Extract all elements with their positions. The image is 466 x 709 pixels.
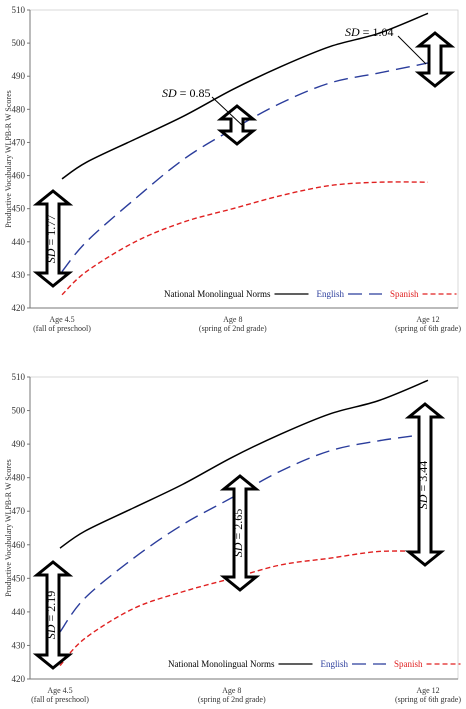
y-axis-label: Productive Vocabulary WLPB-R W Scores xyxy=(4,90,13,227)
sd-arrow-3 xyxy=(414,31,456,88)
x-tick-label: Age 12 xyxy=(416,315,439,324)
sd-value: = 1.04 xyxy=(360,25,394,39)
y-tick-label: 430 xyxy=(12,270,26,280)
y-tick-label: 440 xyxy=(12,607,26,617)
series-line-national-monolingual-norms xyxy=(59,379,429,549)
sd-value: = 0.85 xyxy=(177,86,211,100)
x-tick-sublabel: (fall of preschool) xyxy=(31,695,89,704)
sd-arrow-2 xyxy=(219,474,261,592)
sd-symbol: SD xyxy=(44,248,58,263)
legend: National Monolingual Norms English Spanish xyxy=(164,289,457,299)
x-tick-label: Age 4.5 xyxy=(47,686,72,695)
y-tick-label: 480 xyxy=(12,104,26,114)
chart-panel-2: 420 430 440 450 460 470 480 490 500 510 Productive… xyxy=(4,372,461,704)
x-tick-label: Age 4.5 xyxy=(49,315,74,324)
sd-symbol: SD xyxy=(44,624,58,639)
x-tick-label: Age 8 xyxy=(222,686,241,695)
series-line-english xyxy=(59,433,429,633)
sd-symbol: SD xyxy=(416,494,430,509)
sd-annotation-3: SD = 3.44 xyxy=(416,461,430,509)
sd-symbol: SD xyxy=(345,25,360,39)
y-tick-label: 500 xyxy=(12,406,26,416)
sd-annotation-2: SD = 2.65 xyxy=(231,509,245,557)
legend-label: National Monolingual Norms xyxy=(164,289,271,299)
sd-arrow-2 xyxy=(216,104,258,146)
sd-annotation-3: SD = 1.04 xyxy=(345,25,393,39)
y-tick-label: 470 xyxy=(12,137,26,147)
x-tick-sublabel: (fall of preschool) xyxy=(33,324,91,333)
series-line-english xyxy=(61,62,429,273)
sd-arrow-3 xyxy=(404,402,446,567)
y-tick-label: 510 xyxy=(12,372,26,382)
y-tick-label: 460 xyxy=(12,171,26,181)
y-tick-label: 440 xyxy=(12,237,26,247)
series-line-national-monolingual-norms xyxy=(61,12,429,180)
x-tick-sublabel: (spring of 2nd grade) xyxy=(198,695,266,704)
sd-arrow-1 xyxy=(32,189,74,288)
legend-label: Spanish xyxy=(390,289,419,299)
sd-symbol: SD xyxy=(231,542,245,557)
sd-annotation-1: SD = 1.77 xyxy=(44,215,58,263)
sd-annotation-2: SD = 0.85 xyxy=(162,86,210,100)
annotation-leader xyxy=(211,96,244,127)
x-tick-sublabel: (spring of 6th grade) xyxy=(395,324,461,333)
y-tick-label: 480 xyxy=(12,473,26,483)
legend-label: English xyxy=(321,659,349,669)
legend-label: Spanish xyxy=(394,659,423,669)
sd-value: = 2.65 xyxy=(231,509,245,543)
y-tick-label: 420 xyxy=(12,303,26,313)
sd-value: = 1.77 xyxy=(44,215,58,249)
y-tick-label: 450 xyxy=(12,204,26,214)
y-tick-label: 430 xyxy=(12,640,26,650)
y-tick-label: 450 xyxy=(12,573,26,583)
series-line-spanish xyxy=(61,181,429,296)
y-tick-label: 490 xyxy=(12,71,26,81)
x-tick-sublabel: (spring of 6th grade) xyxy=(395,695,461,704)
y-axis-label: Productive Vocabulary WLPB-R W Scores xyxy=(4,459,13,596)
y-tick-label: 420 xyxy=(12,674,26,684)
sd-value: = 3.44 xyxy=(416,461,430,495)
legend: National Monolingual Norms English Spanish xyxy=(168,659,461,669)
sd-annotation-1: SD = 2.19 xyxy=(44,591,58,639)
annotation-leader xyxy=(397,35,427,65)
y-tick-label: 500 xyxy=(12,38,26,48)
legend-label: National Monolingual Norms xyxy=(168,659,275,669)
sd-symbol: SD xyxy=(162,86,177,100)
y-tick-label: 490 xyxy=(12,439,26,449)
legend-label: English xyxy=(317,289,345,299)
x-tick-label: Age 12 xyxy=(416,686,439,695)
x-tick-sublabel: (spring of 2nd grade) xyxy=(199,324,267,333)
x-tick-label: Age 8 xyxy=(223,315,242,324)
sd-arrow-1 xyxy=(32,560,74,670)
y-tick-label: 510 xyxy=(12,5,26,15)
chart-panel-1: 420 430 440 450 460 470 480 490 500 510 Productive… xyxy=(4,5,461,333)
y-tick-label: 470 xyxy=(12,506,26,516)
y-tick-label: 460 xyxy=(12,540,26,550)
sd-value: = 2.19 xyxy=(44,591,58,625)
